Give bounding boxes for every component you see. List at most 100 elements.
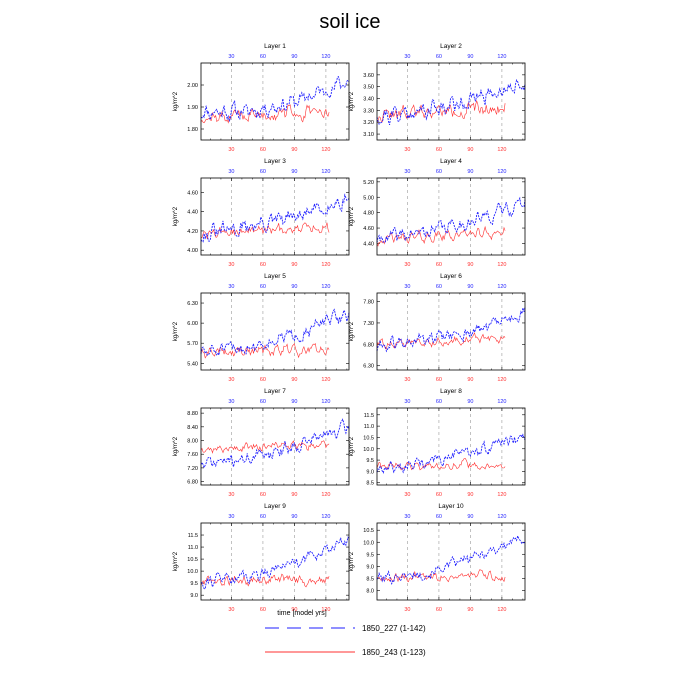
x-tick-label-bottom: 60: [436, 262, 442, 268]
x-tick-label-bottom: 30: [228, 377, 234, 383]
x-tick-label-bottom: 120: [497, 377, 506, 383]
panel-layer-10: Layer 10 30 60 90 120 30 60 90 120 8.0 8.5 9.0 9.5 10…: [349, 503, 526, 613]
x-tick-label-bottom: 60: [260, 492, 266, 498]
y-axis-label: kg/m^2: [349, 206, 355, 226]
legend: 1850_227 (1-142) 1850_243 (1-123): [265, 624, 426, 657]
y-tick-label: 4.20: [187, 229, 198, 235]
y-tick-label: 10.5: [363, 528, 374, 534]
y-tick-label: 7.60: [187, 452, 198, 458]
y-tick-label: 11.0: [364, 424, 374, 430]
x-tick-label-bottom: 30: [228, 262, 234, 268]
x-tick-label-bottom: 120: [321, 147, 330, 153]
x-tick-label-top: 30: [228, 514, 234, 520]
x-tick-label-top: 90: [291, 399, 297, 405]
panel-title: Layer 3: [264, 158, 286, 165]
y-tick-label: 1.90: [187, 105, 198, 111]
x-tick-label-bottom: 60: [260, 147, 266, 153]
series-line-1850-227: [200, 308, 350, 357]
legend-label-1850-227: 1850_227 (1-142): [362, 624, 426, 633]
y-tick-label: 2.00: [187, 83, 198, 89]
panel-layer-4: Layer 4 30 60 90 120 30 60 90 120 4.40 4.60 4.80 5.0…: [349, 158, 526, 268]
series-line-1850-227: [376, 79, 526, 126]
y-tick-label: 8.00: [187, 439, 198, 445]
y-tick-label: 4.40: [363, 241, 374, 247]
y-tick-label: 4.60: [363, 226, 374, 232]
y-tick-label: 6.80: [187, 480, 198, 486]
series-line-1850-243: [376, 457, 506, 471]
panel-title: Layer 1: [264, 43, 286, 50]
y-tick-label: 4.80: [363, 211, 374, 217]
x-tick-label-top: 60: [260, 284, 266, 290]
series-line-1850-243: [376, 225, 506, 247]
y-tick-label: 11.5: [364, 413, 374, 419]
y-tick-label: 7.80: [363, 300, 374, 306]
panel-layer-1: Layer 1 30 60 90 120 30 60 90 120 1.80 1.90 2.00 kg/…: [173, 43, 350, 153]
panel-layer-3: Layer 3 30 60 90 120 30 60 90 120 4.00 4.20 4.40 4.6…: [173, 158, 350, 268]
y-tick-label: 3.10: [363, 132, 374, 138]
panel-frame: [376, 522, 526, 601]
panel-frame: [376, 62, 526, 141]
x-tick-label-top: 60: [260, 54, 266, 60]
series-line-1850-243: [376, 99, 506, 123]
x-tick-label-bottom: 90: [467, 607, 473, 613]
panel-frame: [376, 407, 526, 486]
y-tick-label: 10.0: [363, 447, 374, 453]
x-tick-label-top: 120: [321, 54, 330, 60]
panel-frame: [200, 522, 350, 601]
x-tick-label-top: 90: [467, 54, 473, 60]
x-tick-label-bottom: 60: [436, 492, 442, 498]
x-tick-label-top: 60: [436, 284, 442, 290]
y-tick-label: 5.70: [187, 341, 198, 347]
x-tick-label-bottom: 120: [321, 607, 330, 613]
x-tick-label-top: 30: [228, 54, 234, 60]
x-tick-label-top: 90: [467, 514, 473, 520]
x-tick-label-top: 90: [291, 284, 297, 290]
panel-layer-9: Layer 9 30 60 90 120 30 60 90 120 9.0 9.5 10.0 10.5 1…: [173, 503, 350, 613]
figure-title: soil ice: [319, 11, 380, 33]
x-axis-label: time [model yrs]: [277, 610, 326, 617]
x-tick-label-top: 30: [228, 284, 234, 290]
x-tick-label-top: 90: [291, 54, 297, 60]
series-line-1850-243: [200, 440, 330, 454]
panel-frame: [376, 292, 526, 371]
series-line-1850-227: [376, 307, 526, 353]
x-tick-label-top: 30: [404, 169, 410, 175]
x-tick-label-top: 60: [436, 54, 442, 60]
x-tick-label-top: 120: [321, 399, 330, 405]
panel-layer-8: Layer 8 30 60 90 120 30 60 90 120 8.5 9.0 9.5 10.0 10…: [349, 388, 526, 498]
x-tick-label-top: 120: [497, 284, 506, 290]
y-tick-label: 8.0: [366, 588, 374, 594]
x-tick-label-bottom: 60: [260, 607, 266, 613]
series-line-1850-227: [200, 75, 350, 123]
series-line-1850-227: [200, 536, 350, 590]
y-tick-label: 11.5: [188, 533, 198, 539]
x-tick-label-top: 30: [404, 54, 410, 60]
y-tick-label: 8.80: [187, 411, 198, 417]
y-axis-label: kg/m^2: [173, 436, 179, 456]
x-tick-label-top: 30: [404, 514, 410, 520]
y-tick-label: 11.0: [188, 545, 198, 551]
series-line-1850-243: [376, 332, 506, 350]
y-axis-label: kg/m^2: [349, 436, 355, 456]
y-tick-label: 4.40: [187, 210, 198, 216]
y-tick-label: 9.5: [366, 458, 374, 464]
panel-title: Layer 8: [440, 388, 462, 395]
y-axis-label: kg/m^2: [349, 91, 355, 111]
x-tick-label-bottom: 60: [260, 377, 266, 383]
panel-title: Layer 4: [440, 158, 462, 165]
x-tick-label-bottom: 90: [291, 492, 297, 498]
y-axis-label: kg/m^2: [349, 551, 355, 571]
series-line-1850-227: [376, 196, 526, 243]
panel-title: Layer 2: [440, 43, 462, 50]
panel-layer-6: Layer 6 30 60 90 120 30 60 90 120 6.30 6.80 7.30 7.8…: [349, 273, 526, 383]
x-tick-label-bottom: 90: [467, 262, 473, 268]
panels-grid: Layer 1 30 60 90 120 30 60 90 120 1.80 1.90 2.00 kg/…: [173, 43, 526, 613]
y-tick-label: 5.20: [363, 180, 374, 186]
x-tick-label-bottom: 30: [404, 147, 410, 153]
x-tick-label-bottom: 90: [291, 147, 297, 153]
x-tick-label-top: 120: [497, 169, 506, 175]
x-tick-label-bottom: 90: [467, 492, 473, 498]
x-tick-label-top: 120: [321, 514, 330, 520]
x-tick-label-bottom: 120: [321, 377, 330, 383]
